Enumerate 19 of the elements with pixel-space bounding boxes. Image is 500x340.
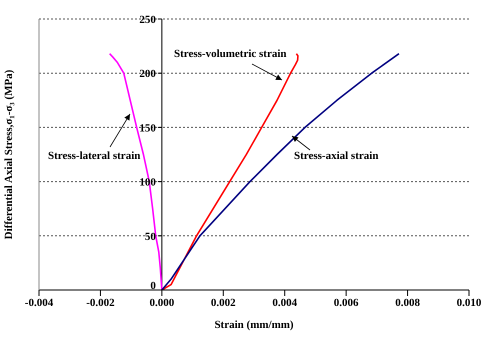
series-label: Stress-axial strain [294,150,378,162]
y-tick-label: 0 [150,280,156,292]
y-tick-label: 50 [144,230,156,243]
x-axis-title: Strain (mm/mm) [214,319,294,331]
x-tick-label: -0.002 [86,296,116,309]
x-tick-label: 0.000 [149,296,175,309]
x-tick-label: 0.008 [395,296,420,309]
x-tick-label: -0.004 [24,296,54,309]
line-series [108,52,163,290]
x-tick-label: 0.002 [210,296,236,309]
series-label: Stress-lateral strain [48,150,140,162]
y-axis-title: Differential Axial Stress,σ₁-σ₃ (MPa) [2,69,15,240]
y-tick-label: 200 [139,68,156,80]
series-label: Stress-volumetric strain [174,48,287,60]
y-tick-label: 150 [139,122,156,134]
y-tick-label: 250 [139,14,156,26]
x-tick-label: 0.010 [456,296,482,309]
x-tick-label: 0.006 [334,296,360,309]
x-tick-label: 0.004 [272,296,298,309]
